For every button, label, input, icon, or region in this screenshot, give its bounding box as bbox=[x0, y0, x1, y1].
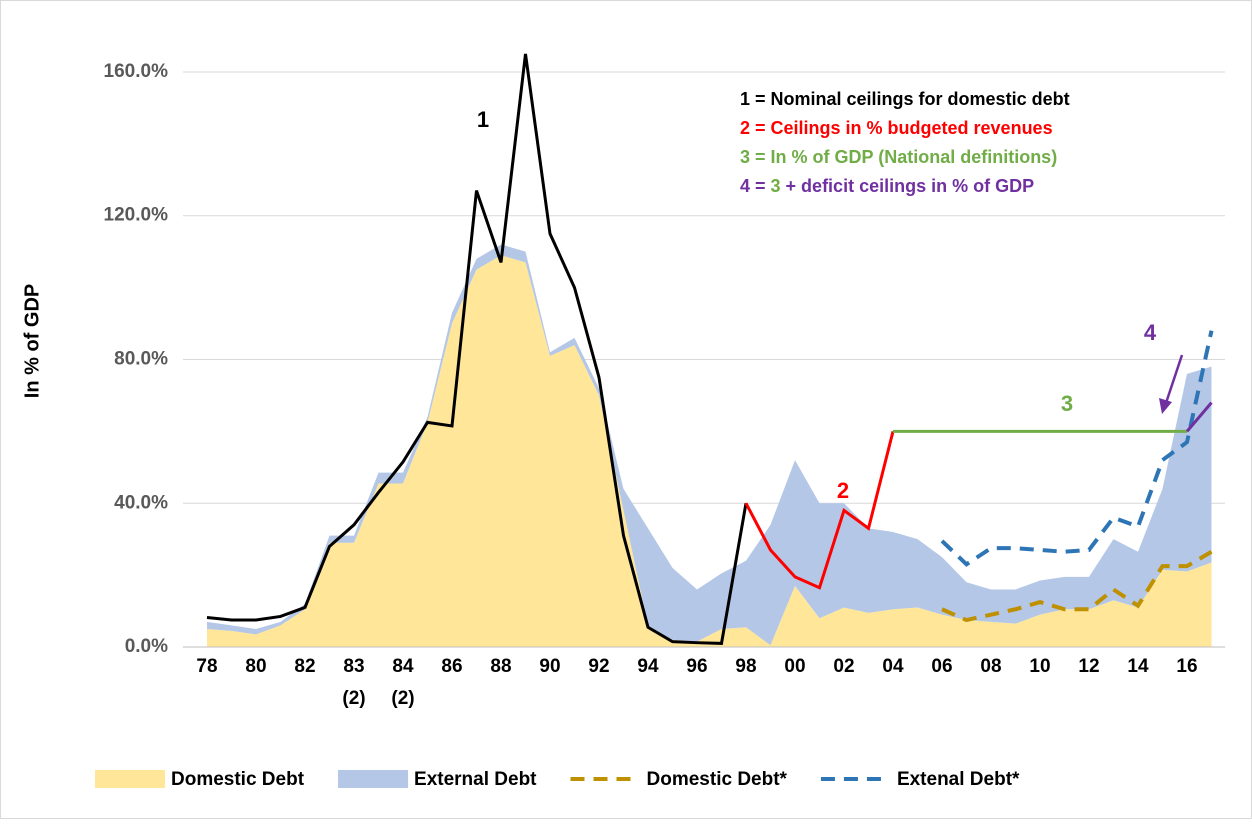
y-tick-label: 120.0% bbox=[104, 205, 169, 226]
x-tick-label: 08 bbox=[980, 656, 1001, 677]
note-part: 3 bbox=[771, 176, 781, 196]
legend-label: External Debt bbox=[414, 769, 537, 790]
x-tick-label: 14 bbox=[1127, 656, 1149, 677]
x-tick-label: 82 bbox=[294, 656, 315, 677]
x-tick-label: 83 bbox=[343, 656, 364, 677]
line bbox=[206, 53, 748, 645]
note-part: 4 = bbox=[740, 176, 771, 196]
x-tick-note: (2) bbox=[391, 688, 414, 709]
x-tick-label: 10 bbox=[1029, 656, 1050, 677]
legend-swatch bbox=[95, 770, 165, 788]
x-tick-label: 80 bbox=[245, 656, 266, 677]
note: 2 = Ceilings in % budgeted revenues bbox=[740, 118, 1053, 138]
x-tick-label: 88 bbox=[490, 656, 511, 677]
legend-label: Domestic Debt bbox=[171, 769, 305, 790]
note: 4 = 3 + deficit ceilings in % of GDP bbox=[740, 176, 1034, 196]
annotation-arrowhead bbox=[1159, 398, 1172, 414]
line bbox=[1185, 401, 1213, 433]
x-tick-label: 16 bbox=[1176, 656, 1197, 677]
x-tick-label: 92 bbox=[588, 656, 609, 677]
note: 1 = Nominal ceilings for domestic debt bbox=[740, 89, 1070, 109]
x-tick-label: 96 bbox=[686, 656, 707, 677]
note-part: + deficit ceilings in % of GDP bbox=[781, 176, 1035, 196]
x-tick-label: 98 bbox=[735, 656, 756, 677]
y-tick-label: 0.0% bbox=[125, 636, 168, 657]
annotation: 3 bbox=[1061, 391, 1073, 416]
x-tick-label: 00 bbox=[784, 656, 805, 677]
note-part: 2 = Ceilings in % budgeted revenues bbox=[740, 118, 1053, 138]
line bbox=[744, 430, 895, 590]
annotation: 4 bbox=[1144, 320, 1157, 345]
y-axis-title: In % of GDP bbox=[21, 284, 43, 398]
dashed-line bbox=[941, 550, 1213, 623]
x-tick-label: 04 bbox=[882, 656, 904, 677]
x-tick-label: 02 bbox=[833, 656, 854, 677]
y-tick-label: 40.0% bbox=[114, 492, 168, 513]
x-tick-label: 78 bbox=[196, 656, 217, 677]
x-tick-label: 94 bbox=[637, 656, 659, 677]
x-tick-note: (2) bbox=[342, 688, 365, 709]
annotation: 2 bbox=[837, 478, 849, 503]
note: 3 = In % of GDP (National definitions) bbox=[740, 147, 1057, 167]
y-tick-label: 80.0% bbox=[114, 348, 168, 369]
annotation: 1 bbox=[477, 107, 489, 132]
note-part: 1 = Nominal ceilings for domestic debt bbox=[740, 89, 1070, 109]
x-tick-label: 86 bbox=[441, 656, 462, 677]
x-tick-label: 90 bbox=[539, 656, 560, 677]
legend-swatch bbox=[338, 770, 409, 788]
x-tick-label: 84 bbox=[392, 656, 414, 677]
x-tick-label: 12 bbox=[1078, 656, 1099, 677]
note-part: 3 = In % of GDP (National definitions) bbox=[740, 147, 1057, 167]
x-tick-label: 06 bbox=[931, 656, 952, 677]
y-tick-label: 160.0% bbox=[104, 61, 169, 82]
legend-label: Domestic Debt* bbox=[647, 769, 788, 790]
annotation-arrow bbox=[1164, 354, 1184, 404]
dashed-line bbox=[940, 330, 1214, 567]
legend-label: Extenal Debt* bbox=[897, 769, 1020, 790]
